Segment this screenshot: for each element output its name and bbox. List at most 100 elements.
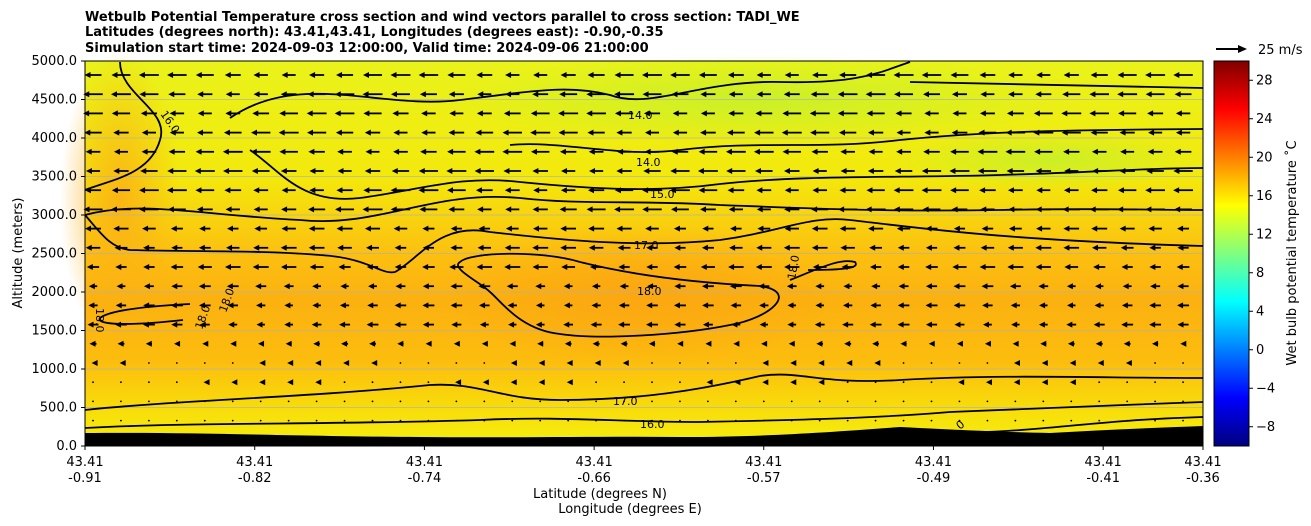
wind-vector xyxy=(1122,283,1132,290)
wind-vector xyxy=(1091,187,1108,194)
wind-vector xyxy=(839,72,857,78)
x-tick-label-lon: -0.49 xyxy=(917,471,951,486)
wind-vector xyxy=(953,302,966,309)
wind-vector xyxy=(447,72,466,78)
wind-vector xyxy=(651,381,653,384)
wind-vector xyxy=(674,321,686,328)
wind-vector xyxy=(287,379,294,386)
wind-vector xyxy=(896,225,911,232)
wind-vector xyxy=(986,362,989,364)
wind-vector xyxy=(196,129,213,136)
wind-vector xyxy=(505,72,520,78)
x-tick-label-lon: -0.57 xyxy=(747,471,781,486)
wind-vector xyxy=(477,206,492,213)
wind-vector xyxy=(702,302,714,309)
wind-vector xyxy=(923,91,940,98)
wind-vector xyxy=(1149,302,1161,309)
wind-vector xyxy=(455,379,462,386)
wind-vector xyxy=(900,340,907,347)
wind-vector xyxy=(1125,360,1132,366)
wind-vector xyxy=(1093,264,1106,270)
wind-vector xyxy=(924,129,939,136)
wind-vector xyxy=(482,379,489,386)
colorbar-tick-label: 8 xyxy=(1256,266,1264,281)
wind-vector xyxy=(280,168,297,174)
wind-vector xyxy=(1041,379,1048,386)
wind-vector xyxy=(475,187,493,194)
wind-vector xyxy=(701,244,714,251)
wind-vector xyxy=(846,360,853,366)
wind-vector xyxy=(504,264,521,270)
wind-vector xyxy=(259,379,266,386)
wind-vector xyxy=(85,244,101,251)
y-tick-label: 2500.0 xyxy=(32,247,78,262)
wind-vector xyxy=(393,129,408,136)
wind-vector xyxy=(949,168,970,174)
wind-vector xyxy=(1062,91,1081,98)
wind-vector xyxy=(698,187,718,194)
wind-vector xyxy=(85,225,101,232)
x-tick-label-lat: 43.41 xyxy=(576,455,613,470)
wind-vector xyxy=(618,302,630,309)
wind-vector xyxy=(981,283,994,290)
wind-vector xyxy=(902,381,905,384)
wind-vector xyxy=(281,187,296,194)
wind-vector xyxy=(1008,91,1023,98)
wind-vector xyxy=(707,362,709,364)
wind-vector xyxy=(171,283,183,290)
wind-vector xyxy=(422,264,435,270)
wind-vector xyxy=(306,129,327,136)
wind-vector xyxy=(419,91,437,98)
wind-vector xyxy=(253,244,269,251)
wind-vector xyxy=(278,129,299,136)
wind-vector xyxy=(256,321,265,328)
wind-vector xyxy=(449,110,464,117)
wind-vector xyxy=(674,244,686,251)
wind-vector xyxy=(567,400,570,403)
wind-vector xyxy=(503,110,521,117)
wind-vector xyxy=(532,168,548,174)
wind-vector xyxy=(595,381,597,384)
wind-vector xyxy=(586,110,606,117)
colorbar-tick-label: 24 xyxy=(1256,112,1273,127)
wind-vector xyxy=(283,283,294,290)
y-tick-label: 3000.0 xyxy=(32,208,78,223)
wind-vector xyxy=(87,321,99,328)
wind-vector xyxy=(225,206,240,213)
wind-vector xyxy=(1036,225,1051,232)
wind-vector xyxy=(477,244,492,251)
wind-vector xyxy=(538,360,545,366)
wind-vector xyxy=(790,360,797,366)
wind-vector xyxy=(1177,302,1190,309)
wind-vector xyxy=(587,72,605,78)
wind-vector xyxy=(1148,225,1162,232)
colorbar-tick-label: 12 xyxy=(1256,227,1273,242)
wind-vector xyxy=(698,72,717,78)
wind-vector xyxy=(1066,321,1077,328)
wind-vector xyxy=(421,129,436,136)
wind-vector xyxy=(1174,91,1192,98)
wind-vector xyxy=(1070,400,1073,403)
wind-vector xyxy=(700,129,716,136)
wind-vector xyxy=(839,187,856,194)
wind-vector xyxy=(784,187,799,194)
wind-vector xyxy=(85,168,101,174)
wind-vector xyxy=(197,110,212,117)
wind-vector xyxy=(894,91,914,98)
y-tick-label: 500.0 xyxy=(40,401,77,416)
wind-vector xyxy=(450,302,463,309)
wind-vector xyxy=(343,360,350,366)
wind-vector xyxy=(560,225,576,232)
wind-vector xyxy=(168,91,186,98)
x-axis: 43.41-0.9143.41-0.8243.41-0.7443.41-0.66… xyxy=(66,446,1222,486)
wind-vector xyxy=(343,381,346,384)
wind-vector xyxy=(113,148,128,155)
wind-vector xyxy=(421,110,436,117)
wind-vector xyxy=(648,340,656,347)
wind-vector xyxy=(651,362,653,364)
wind-vector xyxy=(92,400,94,403)
wind-vector xyxy=(1154,362,1156,364)
wind-vector xyxy=(1147,148,1163,155)
wind-vector xyxy=(366,244,379,251)
wind-vector xyxy=(670,168,690,174)
